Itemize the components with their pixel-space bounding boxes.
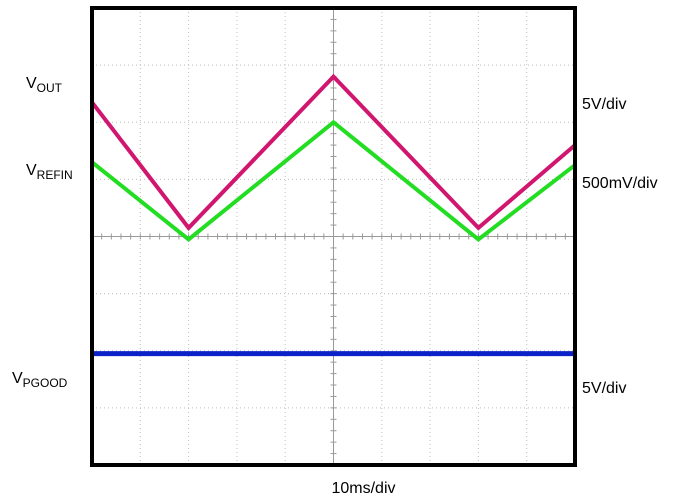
traces <box>90 73 577 357</box>
vout-scale-label: 5V/div <box>582 96 627 113</box>
x-axis-label: 10ms/div <box>331 480 396 497</box>
vpgood-label: VPGOOD <box>12 370 68 390</box>
plot-frame <box>90 6 577 467</box>
vout-label: VOUT <box>26 75 63 95</box>
vrefin-trace <box>90 119 577 242</box>
vrefin-scale-label: 500mV/div <box>582 175 658 192</box>
vpgood-scale-label: 5V/div <box>582 380 627 397</box>
vout-trace <box>90 73 577 231</box>
vrefin-label: VREFIN <box>26 162 73 182</box>
grid <box>91 7 576 466</box>
